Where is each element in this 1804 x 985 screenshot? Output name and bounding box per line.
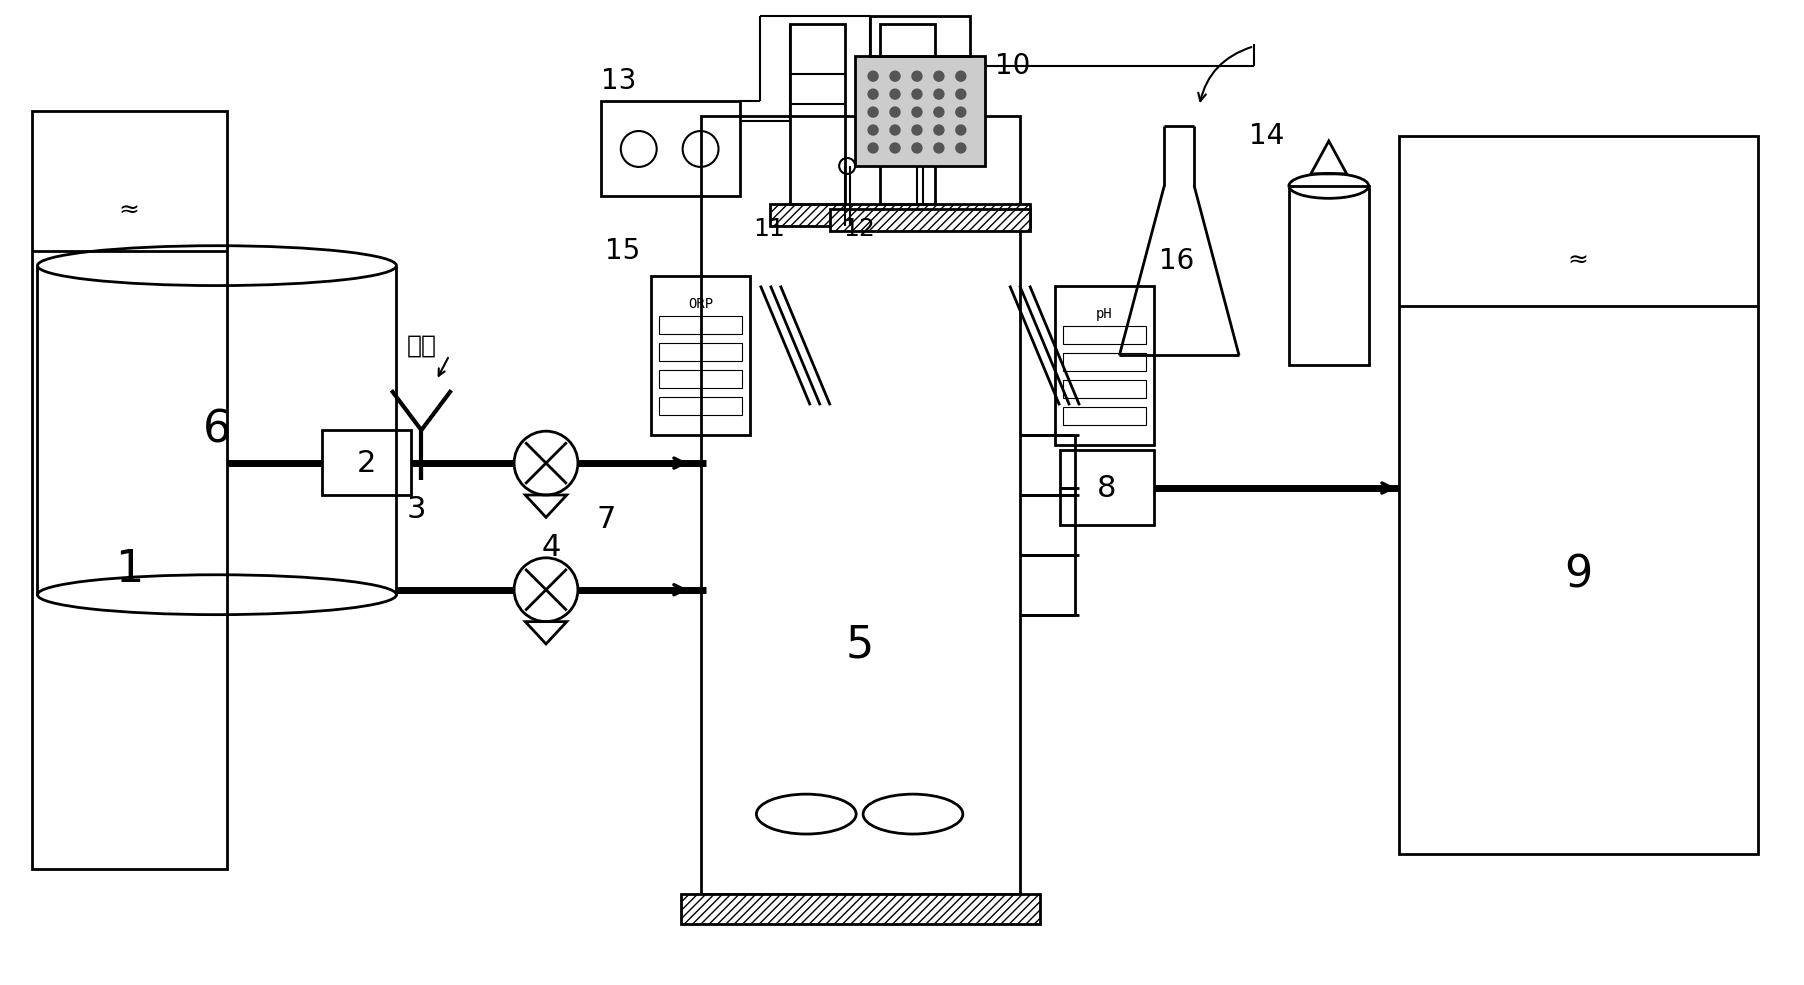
Text: 9: 9 [1564,554,1593,596]
Bar [870,17,971,56]
Bar [700,116,1019,893]
Circle shape [913,71,922,81]
Circle shape [889,107,900,117]
Circle shape [868,71,879,81]
Bar [658,370,743,388]
Bar [1059,450,1155,525]
Bar [658,344,743,361]
Bar [321,430,411,495]
Text: pH: pH [1097,306,1113,320]
Text: 10: 10 [994,52,1030,80]
Text: 13: 13 [601,67,637,96]
Text: 3: 3 [406,495,426,524]
Bar [1063,407,1146,426]
Bar [1055,286,1155,445]
Bar [790,25,844,204]
Circle shape [889,143,900,153]
Circle shape [956,89,965,99]
Circle shape [956,107,965,117]
Text: 6: 6 [202,409,231,452]
Circle shape [913,143,922,153]
Text: 空气: 空气 [406,333,437,358]
Text: 11: 11 [754,217,785,240]
Circle shape [889,71,900,81]
Circle shape [956,125,965,135]
Circle shape [934,125,943,135]
Circle shape [913,107,922,117]
Text: 8: 8 [1097,474,1117,502]
Bar [1063,380,1146,398]
Circle shape [934,71,943,81]
Bar [880,25,934,204]
Bar [680,893,1039,924]
Text: ≈: ≈ [119,199,139,223]
Bar [1063,326,1146,345]
Bar [658,397,743,416]
Text: ≈: ≈ [1568,248,1589,273]
Circle shape [889,89,900,99]
Circle shape [934,143,943,153]
Text: 7: 7 [595,505,615,535]
Bar [1288,186,1369,365]
Text: ORP: ORP [687,296,713,310]
Circle shape [934,107,943,117]
Circle shape [868,107,879,117]
Circle shape [868,89,879,99]
Bar [651,276,750,435]
Text: 16: 16 [1160,246,1194,275]
Bar [601,101,740,196]
Circle shape [956,71,965,81]
Text: 12: 12 [842,217,875,240]
Circle shape [889,125,900,135]
Circle shape [868,125,879,135]
Bar [658,316,743,335]
Bar [32,111,227,869]
Text: 4: 4 [541,533,561,562]
Circle shape [913,89,922,99]
Text: 2: 2 [357,448,377,478]
Circle shape [934,89,943,99]
Text: 14: 14 [1248,122,1284,150]
Bar [1398,136,1757,854]
Bar [1063,354,1146,371]
Bar [855,56,985,165]
Bar [830,209,1030,230]
Text: 5: 5 [846,624,875,666]
Text: 15: 15 [606,236,640,265]
Circle shape [956,143,965,153]
Circle shape [868,143,879,153]
Text: 1: 1 [115,549,143,591]
Circle shape [913,125,922,135]
Bar [770,204,1030,226]
